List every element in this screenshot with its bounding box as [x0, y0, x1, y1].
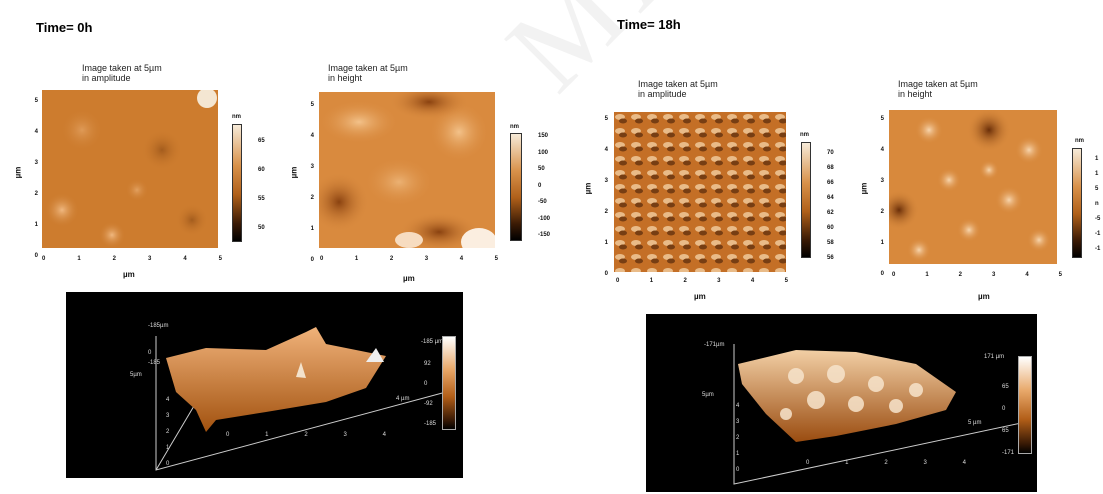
colorbar: [510, 133, 522, 241]
colorbar-unit: nm: [1075, 138, 1084, 144]
x-axis-label: 5 µm: [968, 420, 982, 426]
y-axis-label: 5µm: [130, 372, 142, 378]
z-axis-label: -185µm: [148, 323, 169, 329]
afm-texture: [614, 112, 786, 272]
afm-image-height-18h: [889, 110, 1057, 264]
colorbar-ticks: 65 60 55 50: [258, 138, 265, 231]
time-title-0h: Time= 0h: [36, 20, 93, 35]
y-axis-label: µm: [289, 166, 299, 179]
colorbar: [1018, 356, 1032, 454]
afm-image-amplitude-0h: [42, 90, 218, 248]
colorbar: [1072, 148, 1082, 258]
afm-texture: [889, 110, 1057, 264]
colorbar-ticks: 65 0 65 -171: [1002, 384, 1015, 456]
x-axis-label: µm: [403, 274, 415, 283]
colorbar-ticks: 150 100 50 0 -50 -100 -150: [538, 133, 551, 238]
afm-image-amplitude-18h: [614, 112, 786, 272]
afm-image-height-0h: [319, 92, 495, 248]
y-ticks: 5 4 3 2 1 0: [604, 116, 608, 277]
y-ticks: 5 4 3 2 1 0: [34, 98, 38, 259]
afm-3d-surface: [733, 344, 1027, 485]
z-ticks: 0 -185: [148, 350, 161, 366]
y-axis-label: µm: [583, 182, 593, 195]
x-axis-label: 4 µm: [396, 396, 410, 402]
afm-texture: [319, 92, 495, 248]
x-axis-label: µm: [694, 292, 706, 301]
z-axis-label: -171µm: [704, 342, 725, 348]
y-ticks: 4 3 2 1 0: [166, 397, 170, 467]
colorbar-unit: nm: [510, 124, 519, 130]
afm-texture: [42, 90, 218, 248]
panel-caption: Image taken at 5µm in height: [898, 79, 978, 99]
panel-caption: Image taken at 5µm in height: [328, 63, 408, 83]
colorbar-top-label: -185 µm: [421, 339, 444, 345]
y-ticks: 5 4 3 2 1 0: [310, 102, 314, 263]
y-ticks: 5 4 3 2 1 0: [880, 116, 884, 277]
colorbar-unit: nm: [800, 132, 809, 138]
x-axis-label: µm: [978, 292, 990, 301]
colorbar-ticks: 70 68 66 64 62 60 58 56: [827, 150, 834, 261]
colorbar-top-label: 171 µm: [984, 354, 1005, 360]
colorbar: [801, 142, 811, 258]
colorbar-ticks: 1 1 5 n -5 -1 -1: [1095, 156, 1101, 252]
time-title-18h: Time= 18h: [617, 17, 681, 32]
colorbar: [232, 124, 242, 242]
colorbar: [442, 336, 456, 430]
x-axis-label: µm: [123, 270, 135, 279]
colorbar-ticks: 92 0 -92 -185: [424, 361, 437, 427]
y-axis-label: µm: [859, 182, 869, 195]
y-ticks: 4 3 2 1 0: [736, 403, 740, 473]
y-axis-label: 5µm: [702, 392, 714, 398]
afm-3d-surface: [155, 327, 447, 471]
y-axis-label: µm: [13, 166, 23, 179]
colorbar-unit: nm: [232, 114, 241, 120]
watermark: MANUSCRI: [480, 0, 1082, 118]
panel-caption: Image taken at 5µm in amplitude: [82, 63, 162, 83]
panel-caption: Image taken at 5µm in amplitude: [638, 79, 718, 99]
